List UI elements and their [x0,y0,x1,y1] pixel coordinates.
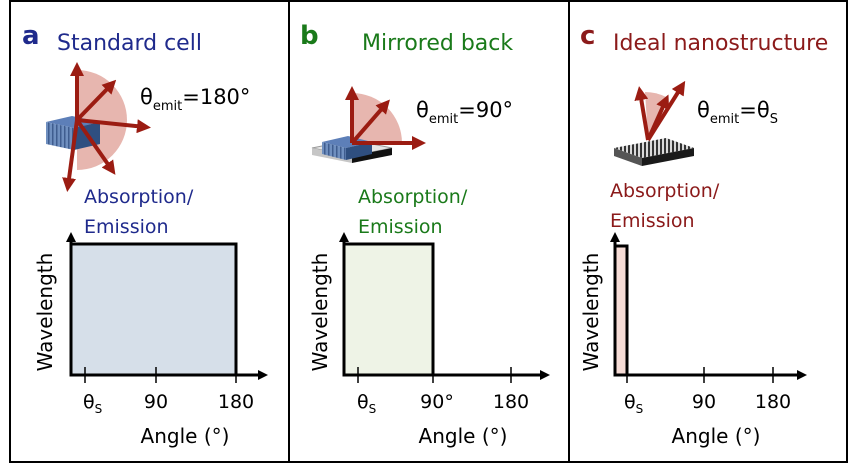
absorb-label-line2: Emission [84,216,169,238]
theta-value-subscript: S [770,112,778,127]
panel-a-title: Standard cell [57,31,202,56]
y-axis-title: Wavelength [308,253,332,372]
panel-c-title: Ideal nanostructure [613,31,828,56]
nano-top [614,138,694,158]
tick-label-180: 180 [493,391,529,413]
panel-c: c Ideal nanostructure θemit=θS Absorptio… [568,0,848,463]
theta-value: =180° [182,85,250,109]
absorb-label-line1: Absorption/ [358,186,468,208]
absorption-region [342,242,435,377]
absorb-label-line2: Emission [358,216,443,238]
emit-arrow [76,118,151,134]
panel-b: b Mirrored back θemit=90° Absorption/ Em… [288,0,570,463]
theta-subscript: emit [429,112,458,127]
panel-b-title: Mirrored back [362,31,513,56]
panel-c-frame [568,0,848,463]
panel-a: a Standard cell θemit=180° Absorption/ E… [9,0,290,463]
theta-symbol: θ [697,98,710,122]
cell-front [46,122,74,150]
absorption-plot-a: θS 90 180 Angle (°) Wavelength [33,232,268,448]
emit-arrow [350,99,390,145]
panel-c-letter: c [580,21,595,51]
absorption-region [69,242,238,377]
cell-top [46,116,100,128]
tick-label-180: 180 [218,391,254,413]
theta-subscript: emit [710,112,739,127]
theta-emit-label: θemit=90° [416,98,513,127]
emit-arrow [75,79,117,122]
emit-arrow [634,86,650,141]
emit-arrow [62,119,79,192]
x-axis-title: Angle (°) [141,424,230,448]
x-axis-title: Angle (°) [672,424,761,448]
nanostructure-icon [614,80,694,166]
theta-subscript: emit [153,99,182,114]
y-axis-title: Wavelength [33,253,57,372]
theta-emit-label: θemit=180° [140,85,250,114]
tick-label-180: 180 [755,391,791,413]
tick-label-theta-s: θS [624,391,643,416]
cell-side [346,142,372,160]
emit-arrow [646,80,686,142]
tick-label-90: 90° [420,391,454,413]
mirrored-cell-icon [311,86,426,163]
absorb-label-line1: Absorption/ [610,180,720,202]
absorption-plot-c: θS 90 180 Angle (°) Wavelength [579,232,807,448]
tick-label-90: 90 [144,391,168,413]
tick-label-90: 90 [692,391,716,413]
theta-symbol: θ [140,85,153,109]
theta-value: =θ [739,98,769,122]
panel-a-letter: a [22,21,40,51]
nano-side [642,148,694,166]
theta-value: =90° [458,98,513,122]
absorb-label-line2: Emission [610,210,695,232]
panel-b-frame [288,0,570,463]
absorption-region [613,244,629,377]
emit-arrow [75,118,116,175]
mirror-side [352,148,392,163]
theta-emit-label: θemit=θS [697,98,778,127]
absorb-label-line1: Absorption/ [84,186,194,208]
panel-b-letter: b [300,21,319,51]
absorption-plot-b: θS 90° 180 Angle (°) Wavelength [308,232,550,448]
theta-symbol: θ [416,98,429,122]
y-axis-title: Wavelength [579,253,603,372]
nano-front [614,148,642,166]
cell-front [322,142,346,160]
tick-label-theta-s: θS [83,391,102,416]
panel-a-frame [9,0,290,463]
standard-cell-icon [46,62,151,192]
cell-top [322,136,372,148]
x-axis-title: Angle (°) [419,424,508,448]
tick-label-theta-s: θS [357,391,376,416]
